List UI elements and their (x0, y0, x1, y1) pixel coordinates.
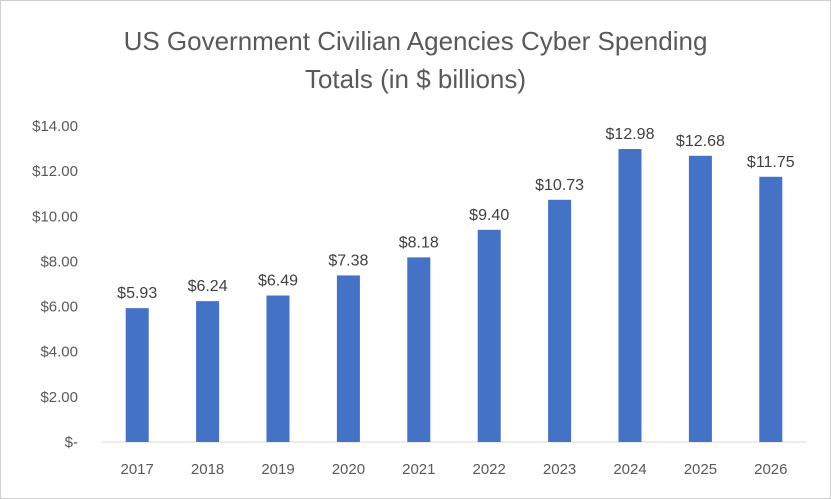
bar-2023 (548, 199, 572, 442)
bar-2024 (618, 149, 642, 442)
x-tick-label-2025: 2025 (684, 461, 717, 478)
x-tick-label-2022: 2022 (473, 461, 506, 478)
chart-title-line-1: US Government Civilian Agencies Cyber Sp… (123, 26, 708, 56)
bar-2025 (688, 155, 712, 442)
data-label-2023: $10.73 (535, 177, 584, 194)
bar-2019 (266, 295, 290, 442)
x-tick-label-2023: 2023 (543, 461, 576, 478)
x-tick-label-2018: 2018 (191, 461, 224, 478)
bar-2020 (336, 275, 360, 442)
y-tick-label: $6.00 (40, 299, 78, 316)
data-label-2026: $11.75 (747, 154, 795, 171)
x-tick-label-2020: 2020 (332, 461, 365, 478)
bar-2026 (759, 176, 783, 443)
data-label-2020: $7.38 (328, 252, 368, 269)
data-label-2025: $12.68 (676, 133, 725, 150)
x-tick-label-2019: 2019 (261, 461, 294, 478)
y-axis-labels: $- $2.00 $4.00 $6.00 $8.00 $10.00 $12.00 $14.00 (32, 118, 78, 451)
x-axis-labels: 2017 2018 2019 2020 2021 2022 2023 2024 2025 2026 (121, 461, 788, 478)
y-tick-label: $8.00 (40, 253, 78, 270)
data-labels: $5.93 $6.24 $6.49 $7.38 $8.18 $9.40 $10.73 $12.… (117, 126, 795, 302)
x-tick-label-2026: 2026 (754, 461, 787, 478)
y-tick-label: $4.00 (40, 344, 78, 361)
bar-2017 (125, 308, 149, 442)
chart-title-line-2: Totals (in $ billions) (304, 64, 527, 94)
y-tick-label: $14.00 (32, 118, 78, 135)
bar-2022 (477, 229, 501, 442)
x-tick-label-2017: 2017 (121, 461, 154, 478)
data-label-2017: $5.93 (117, 285, 157, 302)
x-tick-label-2021: 2021 (402, 461, 435, 478)
data-label-2018: $6.24 (188, 278, 228, 295)
data-label-2024: $12.98 (606, 126, 655, 143)
y-tick-label: $2.00 (40, 389, 78, 406)
y-tick-label: $12.00 (32, 163, 78, 180)
chart-title: US Government Civilian Agencies Cyber Sp… (0, 22, 831, 98)
data-label-2022: $9.40 (469, 207, 509, 224)
y-tick-label: $- (65, 434, 78, 451)
bar-2018 (196, 301, 220, 442)
bars (125, 149, 783, 443)
data-label-2021: $8.18 (399, 234, 439, 251)
data-label-2019: $6.49 (258, 273, 298, 290)
y-tick-label: $10.00 (32, 208, 78, 225)
x-tick-label-2024: 2024 (613, 461, 646, 478)
bar-2021 (407, 257, 431, 442)
